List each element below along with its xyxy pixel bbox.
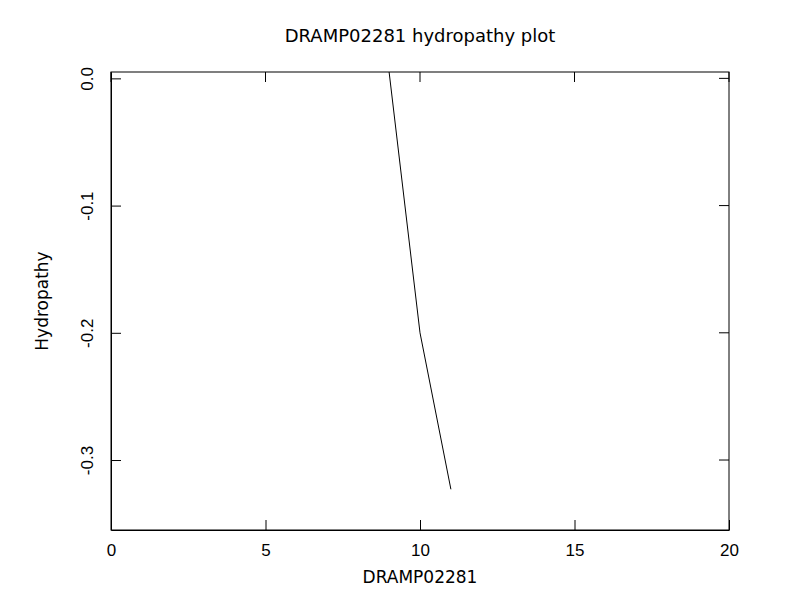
y-tick-label: -0.3 — [78, 446, 97, 475]
chart: 0 5 10 15 20 0.0 -0.1 -0.2 -0.3 DRAMP02281 hydrop… — [0, 0, 800, 600]
x-tick-mark — [266, 520, 267, 530]
y-axis: 0.0 -0.1 -0.2 -0.3 — [78, 67, 121, 530]
top-tick-mark — [729, 72, 730, 82]
y-tick: 0.0 — [78, 67, 121, 91]
x-tick-mark — [729, 520, 730, 530]
right-ticks — [719, 78, 729, 460]
x-tick-label: 20 — [720, 541, 739, 560]
title: DRAMP02281 hydropathy plot — [285, 25, 556, 46]
top-tick-mark — [111, 72, 112, 82]
x-tick: 15 — [566, 520, 585, 560]
y-axis-line — [111, 73, 112, 531]
x-tick-label: 15 — [566, 541, 585, 560]
x-tick-mark — [420, 520, 421, 530]
data-group — [389, 72, 451, 489]
y-tick-mark — [111, 460, 121, 461]
x-axis-line — [112, 530, 730, 531]
plot: 0 5 10 15 20 0.0 -0.1 -0.2 -0.3 — [78, 67, 738, 560]
y-tick-label: 0.0 — [78, 67, 97, 91]
top-ticks — [111, 72, 729, 82]
y-tick-label: -0.1 — [78, 191, 97, 220]
x-tick: 5 — [261, 520, 270, 560]
right-tick-mark — [719, 460, 729, 461]
data-line — [389, 72, 451, 489]
x-tick-label: 0 — [107, 541, 116, 560]
y-tick-mark — [111, 206, 121, 207]
right-tick-mark — [719, 205, 729, 206]
top-tick-mark — [420, 72, 421, 82]
x-tick: 20 — [720, 520, 739, 560]
x-axis-title: DRAMP02281 — [363, 567, 478, 587]
top-tick-mark — [265, 72, 266, 82]
y-tick: -0.1 — [78, 191, 121, 220]
x-tick: 10 — [411, 520, 430, 560]
y-tick-label: -0.2 — [78, 319, 97, 348]
y-tick: -0.2 — [78, 319, 121, 348]
x-tick-mark — [575, 520, 576, 530]
x-tick-label: 10 — [411, 541, 430, 560]
right-tick-mark — [719, 332, 729, 333]
y-axis-title: Hydropathy — [32, 251, 52, 350]
y-tick: -0.3 — [78, 446, 121, 475]
x-axis: 0 5 10 15 20 — [107, 520, 739, 560]
x-tick-label: 5 — [261, 541, 270, 560]
y-tick-mark — [111, 78, 121, 79]
top-tick-mark — [574, 72, 575, 82]
frame — [111, 72, 729, 530]
right-tick-mark — [719, 78, 729, 79]
y-tick-mark — [111, 333, 121, 334]
